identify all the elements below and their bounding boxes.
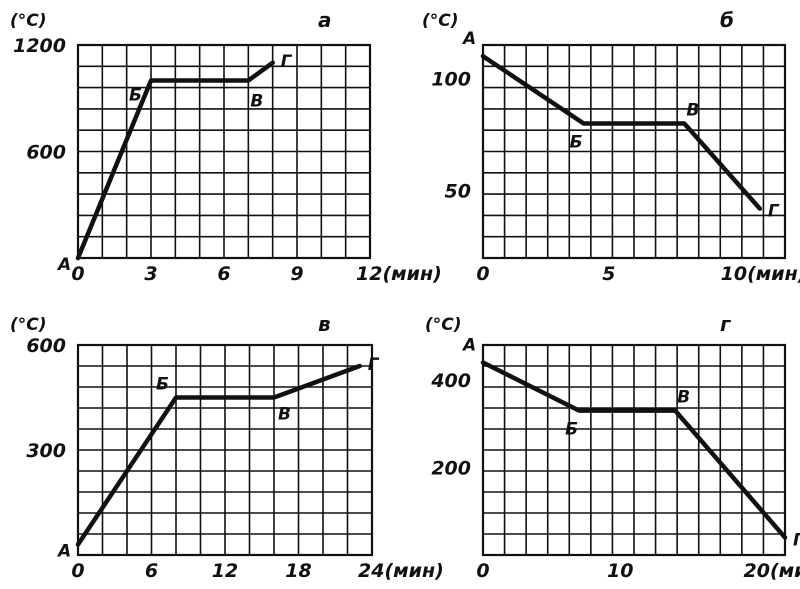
point-label: В	[686, 100, 699, 120]
temperature-line	[75, 363, 362, 547]
y-axis-unit-label: (°C)	[425, 315, 462, 335]
plot-frame	[481, 343, 787, 557]
y-tick-label: 200	[431, 458, 471, 480]
point-label: В	[278, 405, 291, 425]
panel-letter: а	[318, 8, 332, 32]
y-tick-label: 600	[26, 142, 66, 164]
point-label: Г	[368, 355, 380, 375]
point-label: А	[56, 542, 71, 562]
chart-panel-1: 0 5 10(мин) 50 100 (°C) б А Б В Г	[422, 8, 800, 285]
plot-frame	[481, 43, 787, 260]
y-tick-label: 100	[431, 69, 471, 91]
point-label: Г	[768, 202, 780, 222]
point-label: Б	[565, 420, 578, 440]
x-tick-label: 20(мин)	[744, 560, 800, 582]
chart-panel-0: 0 3 6 9 12(мин) 600 1200 (°C) а А Б ВГ	[10, 8, 442, 285]
x-tick-label: 6	[145, 560, 158, 582]
x-tick-label: 10	[607, 560, 633, 582]
x-tick-label: 6	[217, 263, 230, 285]
point-label: В	[677, 388, 690, 408]
point-label: Г	[793, 531, 800, 551]
x-tick-label: 12(мин)	[356, 263, 442, 285]
plot-frame	[76, 343, 374, 557]
x-tick-label: 0	[476, 263, 489, 285]
x-tick-label: 0	[71, 560, 84, 582]
x-tick-label: 10(мин)	[721, 263, 800, 285]
panel-letter: г	[720, 312, 731, 336]
y-axis-unit-label: (°C)	[10, 11, 47, 31]
point-label: Б	[129, 86, 142, 106]
x-tick-label: 5	[602, 263, 615, 285]
temperature-line	[480, 360, 788, 540]
y-tick-label: 50	[445, 181, 471, 203]
point-label: А	[461, 336, 476, 356]
y-tick-label: 600	[26, 335, 66, 357]
point-label: Б	[570, 132, 583, 152]
x-tick-label: 0	[71, 263, 84, 285]
chart-panel-2: 0 6 12 18 24(мин) 300 600(°C) в А Б В Г	[10, 312, 444, 582]
x-tick-label: 24(мин)	[358, 560, 444, 582]
y-tick-label: 1200	[13, 35, 66, 57]
y-axis-unit-label: (°C)	[10, 315, 47, 335]
chart-panel-3: 0 10 20(мин) 200 400 (°C) г А Б В Г	[425, 312, 800, 582]
point-label: А	[461, 29, 476, 49]
x-tick-label: 0	[476, 560, 489, 582]
x-tick-label: 12	[212, 560, 238, 582]
panel-letter: в	[318, 312, 331, 336]
y-tick-label: 300	[26, 440, 66, 462]
point-label: В	[250, 92, 263, 112]
temperature-line	[75, 60, 275, 261]
temperature-line	[480, 53, 763, 211]
y-axis-unit-label: (°C)	[422, 11, 459, 31]
point-label: Г	[281, 52, 293, 72]
panel-letter: б	[720, 8, 734, 32]
point-label: А	[56, 255, 71, 275]
x-tick-label: 9	[290, 263, 303, 285]
y-tick-label: 400	[430, 370, 471, 392]
x-tick-label: 18	[285, 560, 311, 582]
plot-frame	[76, 43, 372, 260]
point-label: Б	[156, 375, 169, 395]
x-tick-label: 3	[144, 263, 157, 285]
